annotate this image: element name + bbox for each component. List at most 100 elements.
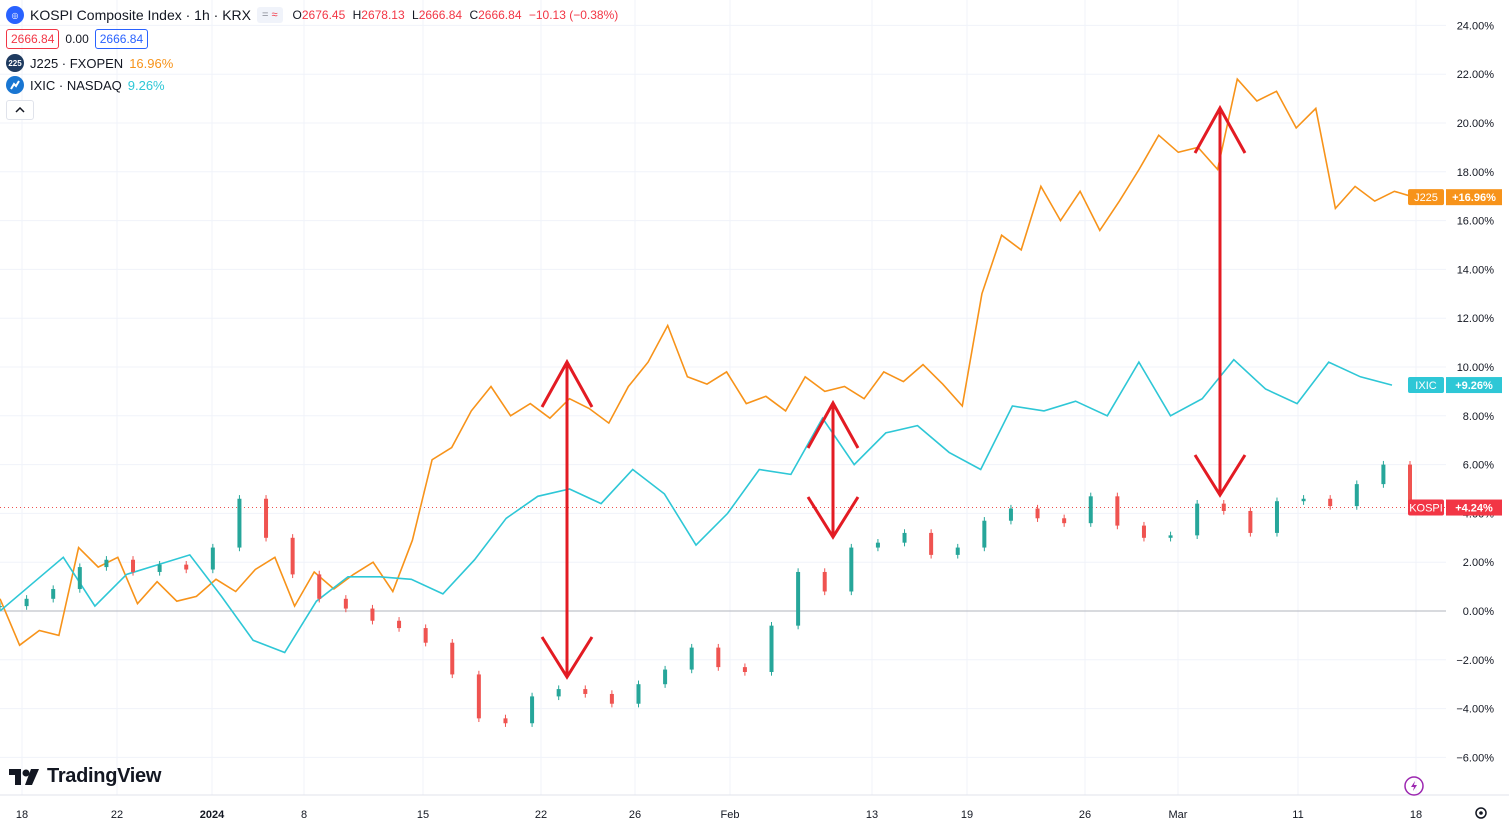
nasdaq-symbol-icon xyxy=(6,76,24,94)
x-tick-label: 8 xyxy=(301,809,307,821)
kospi-candle-body xyxy=(716,647,721,668)
kospi-candle-body xyxy=(104,559,109,568)
y-tick-label: 8.00% xyxy=(1463,411,1494,423)
kospi-candle-body xyxy=(530,696,535,724)
arrow-annotation-3[interactable] xyxy=(1193,104,1247,498)
series-name-text: KOSPI xyxy=(1409,503,1443,515)
series-last-labels: J225 +16.96% IXIC +9.26% KOSPI +4.24% xyxy=(1408,189,1502,516)
kospi-symbol-icon: ◎ xyxy=(6,6,24,24)
j225-symbol-icon: 225 xyxy=(6,54,24,72)
kospi-candle-body xyxy=(264,498,269,538)
time-axis[interactable]: 18 22 2024 8 15 22 26 Feb 13 19 26 Mar 11 18 xyxy=(0,794,1509,821)
price-axis[interactable]: 24.00% 22.00% 20.00% 18.00% 16.00% 14.00% 12.0… xyxy=(1456,20,1494,764)
j225-series-line xyxy=(0,77,1415,647)
kospi-candle-body xyxy=(556,689,561,697)
symbol-title[interactable]: KOSPI Composite Index · 1h · KRX xyxy=(30,7,251,23)
kospi-last-label: KOSPI +4.24% xyxy=(1408,499,1502,516)
kospi-candle-body xyxy=(849,547,854,592)
kospi-candle-body xyxy=(822,571,827,592)
x-tick-label: Mar xyxy=(1169,809,1188,821)
kospi-candle-body xyxy=(1035,508,1040,519)
lightning-icon[interactable] xyxy=(1404,776,1424,796)
y-tick-label: 6.00% xyxy=(1463,460,1494,472)
compare-row-j225[interactable]: 225 J225 · FXOPEN 16.96% xyxy=(6,52,622,74)
kospi-candle-body xyxy=(476,674,481,719)
kospi-candle-body xyxy=(742,667,747,672)
kospi-candle-body xyxy=(609,693,614,704)
spread-value: 0.00 xyxy=(65,32,89,46)
kospi-candle-body xyxy=(237,498,242,548)
arrow-annotation-1[interactable] xyxy=(540,358,594,680)
kospi-candle-body xyxy=(51,589,56,599)
x-tick-label: 26 xyxy=(629,809,641,821)
y-tick-label: 16.00% xyxy=(1457,216,1495,228)
ixic-last-label: IXIC +9.26% xyxy=(1408,377,1502,394)
ohlc-low-key: L xyxy=(412,8,419,22)
x-tick-label: 2024 xyxy=(200,809,225,821)
sell-price-box[interactable]: 2666.84 xyxy=(6,29,60,49)
kospi-candle-body xyxy=(929,532,934,555)
x-tick-label: 19 xyxy=(961,809,973,821)
collapse-legend-button[interactable] xyxy=(6,100,34,120)
kospi-candle-body xyxy=(343,598,348,609)
kospi-candle-body xyxy=(503,718,508,724)
x-tick-label: 11 xyxy=(1292,809,1303,821)
kospi-candle-body xyxy=(1248,510,1253,533)
x-tick-label: Feb xyxy=(721,809,740,821)
j225-name-tag xyxy=(1408,189,1444,206)
annotation-arrows xyxy=(540,104,1247,680)
symbol-actions-pill[interactable]: = ≈ xyxy=(256,7,283,23)
kospi-candle-body xyxy=(24,598,29,607)
tradingview-logo[interactable]: TradingView xyxy=(9,765,161,788)
kospi-candle-body xyxy=(663,669,668,685)
kospi-candle-body xyxy=(184,564,189,570)
ohlc-open-value: 2676.45 xyxy=(301,8,346,22)
kospi-candle-body xyxy=(1301,498,1306,502)
compare-value-ixic: 9.26% xyxy=(127,77,165,93)
y-tick-label: −2.00% xyxy=(1456,655,1494,667)
equal-icon: = xyxy=(261,9,269,21)
kospi-candle-body xyxy=(955,547,960,555)
wave-icon: ≈ xyxy=(271,9,278,21)
y-tick-label: 24.00% xyxy=(1457,20,1495,32)
ohlc-open-key: O xyxy=(292,8,302,22)
main-symbol-row: ◎ KOSPI Composite Index · 1h · KRX = ≈ O… xyxy=(6,4,622,26)
kospi-candle-body xyxy=(77,567,82,590)
y-tick-label: 10.00% xyxy=(1457,362,1495,374)
kospi-pct-tag xyxy=(1446,499,1502,516)
y-tick-label: 0.00% xyxy=(1463,606,1494,618)
chart-legend: ◎ KOSPI Composite Index · 1h · KRX = ≈ O… xyxy=(6,4,622,120)
series-pct-text: +4.24% xyxy=(1455,503,1493,515)
kospi-candle-body xyxy=(796,571,801,626)
compare-label-j225: J225 · FXOPEN xyxy=(30,55,124,71)
j225-last-label: J225 +16.96% xyxy=(1408,189,1502,206)
buy-price-box[interactable]: 2666.84 xyxy=(94,29,149,49)
tradingview-logo-icon xyxy=(9,768,39,785)
kospi-name-tag xyxy=(1408,499,1444,516)
kospi-candle-body xyxy=(210,547,215,570)
series-name-text: IXIC xyxy=(1415,380,1436,392)
kospi-candle-body xyxy=(0,606,2,608)
arrow-annotation-2[interactable] xyxy=(806,399,860,540)
kospi-candle-body xyxy=(317,574,322,599)
kospi-candle-body xyxy=(875,542,880,548)
kospi-candle-body xyxy=(1062,518,1067,524)
x-tick-label: 13 xyxy=(866,809,878,821)
kospi-candle-body xyxy=(423,628,428,643)
y-tick-label: 22.00% xyxy=(1457,69,1495,81)
kospi-candle-body xyxy=(1195,503,1200,536)
kospi-candle-body xyxy=(1328,498,1333,507)
j225-pct-tag xyxy=(1446,189,1502,206)
x-tick-label: 22 xyxy=(535,809,547,821)
ixic-series-line xyxy=(0,358,1393,654)
brand-name: TradingView xyxy=(47,765,162,787)
ohlc-high-key: H xyxy=(352,8,362,22)
kospi-candle-body xyxy=(1008,508,1013,521)
y-tick-label: −4.00% xyxy=(1456,704,1494,716)
compare-row-ixic[interactable]: IXIC · NASDAQ 9.26% xyxy=(6,74,622,96)
gear-icon[interactable] xyxy=(1475,807,1487,819)
y-tick-label: 12.00% xyxy=(1457,313,1495,325)
kospi-candle-body xyxy=(1274,501,1279,533)
kospi-candle-body xyxy=(689,647,694,670)
